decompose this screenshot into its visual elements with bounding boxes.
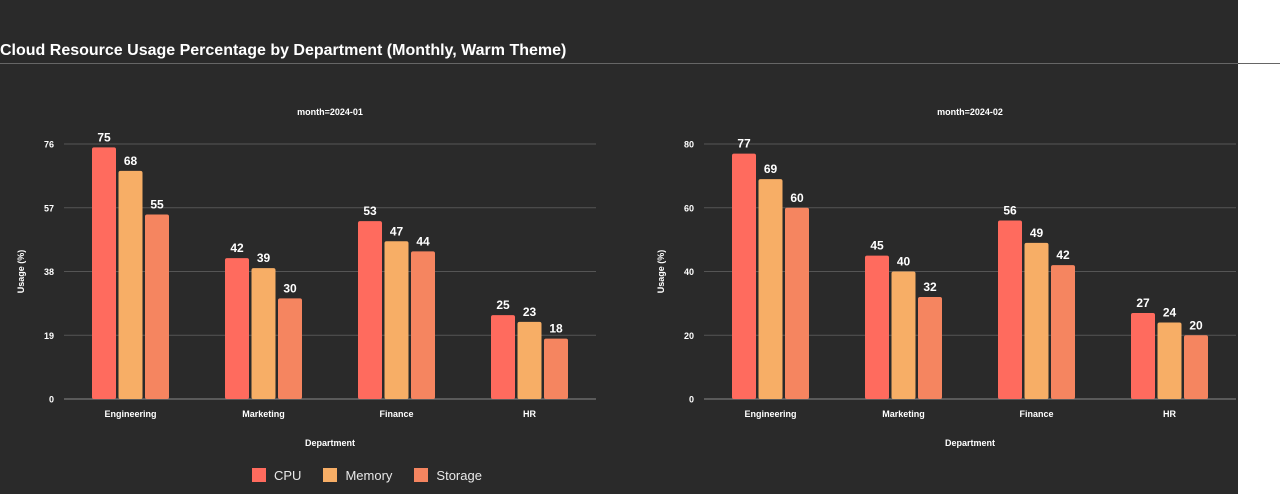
bar-storage-engineering bbox=[145, 214, 169, 399]
data-label: 23 bbox=[523, 305, 537, 319]
data-label: 47 bbox=[390, 224, 404, 238]
legend-item-memory[interactable]: Memory bbox=[323, 468, 392, 483]
x-axis-label: Department bbox=[945, 438, 995, 448]
legend: CPU Memory Storage bbox=[252, 466, 504, 484]
data-label: 56 bbox=[1003, 204, 1017, 218]
bar-memory-marketing bbox=[891, 271, 916, 399]
bar-memory-engineering bbox=[118, 170, 143, 399]
data-label: 39 bbox=[257, 251, 271, 265]
legend-item-cpu[interactable]: CPU bbox=[252, 468, 301, 483]
data-label: 25 bbox=[496, 298, 510, 312]
data-label: 55 bbox=[150, 197, 164, 211]
panel-title: month=2024-01 bbox=[297, 107, 363, 117]
y-tick-label: 76 bbox=[44, 140, 54, 150]
y-axis-label: Usage (%) bbox=[16, 250, 26, 294]
panel-title: month=2024-02 bbox=[937, 107, 1003, 117]
y-tick-label: 38 bbox=[44, 267, 54, 277]
data-label: 42 bbox=[230, 241, 244, 255]
bar-memory-finance bbox=[1024, 242, 1049, 399]
legend-item-storage[interactable]: Storage bbox=[414, 468, 482, 483]
bar-cpu-engineering bbox=[732, 153, 756, 399]
x-tick-label: Engineering bbox=[104, 409, 156, 419]
x-tick-label: Engineering bbox=[744, 409, 796, 419]
data-label: 27 bbox=[1136, 296, 1150, 310]
bar-memory-hr bbox=[517, 321, 542, 399]
y-tick-label: 20 bbox=[684, 331, 694, 341]
legend-label-storage: Storage bbox=[436, 467, 482, 483]
bar-cpu-hr bbox=[1131, 312, 1155, 399]
data-label: 40 bbox=[897, 255, 911, 269]
data-label: 49 bbox=[1030, 226, 1044, 240]
legend-swatch-memory bbox=[323, 468, 338, 482]
bar-storage-engineering bbox=[785, 207, 809, 399]
y-tick-label: 60 bbox=[684, 203, 694, 213]
title-divider bbox=[0, 63, 1280, 64]
bar-storage-marketing bbox=[278, 298, 302, 399]
x-tick-label: HR bbox=[523, 409, 536, 419]
chart-title: Cloud Resource Usage Percentage by Depar… bbox=[0, 42, 567, 59]
data-label: 30 bbox=[283, 281, 297, 295]
y-tick-label: 80 bbox=[684, 140, 694, 150]
x-axis-label: Department bbox=[305, 438, 355, 448]
data-label: 75 bbox=[97, 130, 111, 144]
data-label: 77 bbox=[737, 137, 751, 151]
data-label: 44 bbox=[416, 234, 430, 248]
data-label: 69 bbox=[764, 162, 778, 176]
bar-memory-finance bbox=[384, 241, 409, 399]
bar-storage-marketing bbox=[918, 297, 942, 399]
bar-storage-finance bbox=[411, 251, 435, 399]
bar-memory-engineering bbox=[758, 179, 783, 399]
data-label: 68 bbox=[124, 154, 138, 168]
y-tick-label: 0 bbox=[689, 395, 694, 405]
y-tick-label: 19 bbox=[44, 331, 54, 341]
data-label: 53 bbox=[363, 204, 377, 218]
data-label: 24 bbox=[1163, 306, 1177, 320]
bar-storage-hr bbox=[544, 338, 568, 399]
bar-memory-marketing bbox=[251, 268, 276, 399]
x-tick-label: Finance bbox=[1019, 409, 1053, 419]
legend-label-cpu: CPU bbox=[274, 467, 302, 483]
bar-cpu-finance bbox=[358, 221, 382, 399]
data-label: 42 bbox=[1056, 248, 1070, 262]
data-label: 20 bbox=[1189, 318, 1203, 332]
y-tick-label: 40 bbox=[684, 267, 694, 277]
data-label: 45 bbox=[870, 239, 884, 253]
bar-cpu-marketing bbox=[865, 255, 889, 399]
legend-label-memory: Memory bbox=[345, 467, 393, 483]
legend-swatch-storage bbox=[414, 468, 429, 482]
x-tick-label: Marketing bbox=[882, 409, 925, 419]
x-tick-label: Marketing bbox=[242, 409, 285, 419]
x-tick-label: HR bbox=[1163, 409, 1176, 419]
bar-cpu-engineering bbox=[92, 147, 116, 399]
bar-cpu-finance bbox=[998, 220, 1022, 399]
y-axis-label: Usage (%) bbox=[656, 250, 666, 294]
bar-memory-hr bbox=[1157, 322, 1182, 399]
bar-storage-finance bbox=[1051, 265, 1075, 399]
y-tick-label: 57 bbox=[44, 203, 54, 213]
legend-swatch-cpu bbox=[252, 468, 266, 482]
data-label: 18 bbox=[549, 322, 563, 336]
bar-cpu-hr bbox=[491, 315, 515, 399]
data-label: 32 bbox=[923, 280, 937, 294]
y-tick-label: 0 bbox=[49, 395, 54, 405]
bar-cpu-marketing bbox=[225, 258, 249, 399]
bar-storage-hr bbox=[1184, 335, 1208, 399]
x-tick-label: Finance bbox=[379, 409, 413, 419]
data-label: 60 bbox=[790, 191, 804, 205]
